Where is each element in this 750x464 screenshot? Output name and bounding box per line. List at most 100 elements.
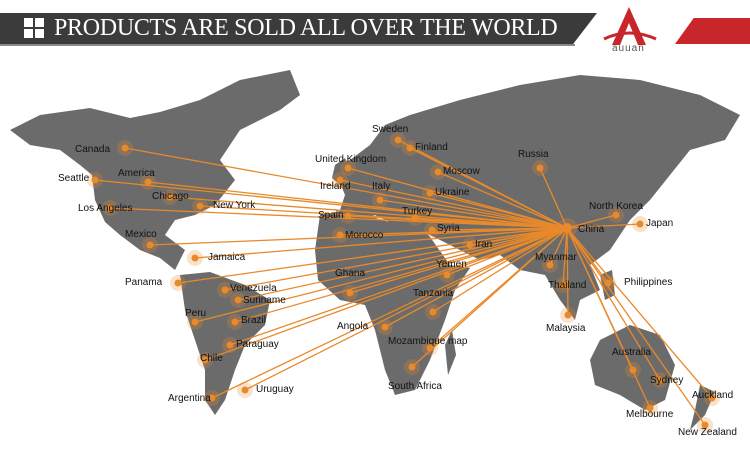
label-new-zealand: New Zealand bbox=[678, 427, 737, 438]
route-finland bbox=[409, 147, 568, 229]
route-panama bbox=[177, 227, 568, 284]
marker-moscow bbox=[434, 168, 442, 176]
route-chicago bbox=[169, 196, 568, 229]
route-moscow bbox=[437, 171, 568, 229]
route-canada bbox=[124, 147, 568, 229]
route-los-angeles bbox=[109, 207, 568, 229]
logo-text: auuan bbox=[612, 43, 645, 54]
marker-thailand bbox=[559, 281, 567, 289]
label-sweden: Sweden bbox=[372, 124, 409, 135]
location-markers bbox=[87, 132, 720, 433]
marker-north-korea bbox=[612, 211, 620, 219]
shipping-routes bbox=[94, 139, 713, 426]
label-auckland: Auckland bbox=[692, 390, 734, 401]
marker-seattle bbox=[91, 176, 99, 184]
route-tanzania bbox=[432, 227, 568, 313]
route-peru bbox=[194, 227, 568, 323]
label-peru: Peru bbox=[185, 308, 207, 319]
windows-grid-icon bbox=[24, 18, 44, 38]
marker-ireland bbox=[336, 176, 344, 184]
label-south-africa: South Africa bbox=[388, 381, 442, 392]
marker-russia bbox=[536, 164, 544, 172]
label-tanzania: Tanzania bbox=[413, 288, 454, 299]
marker-jamaica bbox=[191, 254, 199, 262]
marker-morocco bbox=[336, 231, 344, 239]
marker-mozambique-map bbox=[426, 344, 434, 352]
route-ukraine bbox=[429, 192, 568, 229]
route-italy bbox=[379, 199, 568, 229]
route-sydney bbox=[566, 227, 661, 381]
route-ireland bbox=[339, 179, 568, 229]
label-argentina: Argentina bbox=[168, 393, 211, 404]
marker-peru bbox=[191, 318, 199, 326]
marker-malaysia bbox=[564, 311, 572, 319]
marker-sweden bbox=[394, 136, 402, 144]
route-paraguay bbox=[229, 227, 568, 346]
route-angola bbox=[384, 227, 568, 328]
marker-los-angeles bbox=[106, 204, 114, 212]
marker-spain bbox=[344, 212, 352, 220]
marker-ghana bbox=[346, 289, 354, 297]
route-syria bbox=[431, 227, 568, 231]
label-mexico: Mexico bbox=[125, 229, 157, 240]
marker-chicago bbox=[166, 193, 174, 201]
label-moscow: Moscow bbox=[443, 166, 480, 177]
label-morocco: Morocco bbox=[345, 230, 384, 241]
route-yemen bbox=[446, 227, 568, 276]
label-america: America bbox=[118, 168, 155, 179]
label-china: China bbox=[578, 224, 605, 235]
label-panama: Panama bbox=[125, 277, 163, 288]
route-brazil bbox=[234, 227, 568, 323]
label-spain: Spain bbox=[318, 210, 344, 221]
label-ghana: Ghana bbox=[335, 268, 366, 279]
label-uruguay: Uruguay bbox=[256, 384, 294, 395]
label-yemen: Yemen bbox=[436, 259, 467, 270]
label-chicago: Chicago bbox=[152, 191, 189, 202]
marker-turkey bbox=[411, 214, 419, 222]
route-argentina bbox=[211, 227, 568, 399]
label-italy: Italy bbox=[372, 181, 391, 192]
label-north-korea: North Korea bbox=[589, 201, 643, 212]
marker-panama bbox=[174, 279, 182, 287]
marker-ukraine bbox=[426, 189, 434, 197]
label-turkey: Turkey bbox=[402, 206, 433, 217]
label-ukraine: Ukraine bbox=[435, 187, 470, 198]
marker-uruguay bbox=[241, 386, 249, 394]
marker-sydney bbox=[656, 376, 664, 384]
marker-china bbox=[562, 223, 572, 233]
marker-venezuela bbox=[221, 286, 229, 294]
label-sydney: Sydney bbox=[650, 375, 684, 386]
auuan-logo bbox=[603, 7, 657, 45]
label-mozambique-map: Mozambique map bbox=[388, 336, 468, 347]
marker-japan bbox=[636, 220, 644, 228]
label-iran: Iran bbox=[475, 239, 493, 250]
marker-argentina bbox=[208, 394, 216, 402]
marker-australia bbox=[629, 366, 637, 374]
label-venezuela: Venezuela bbox=[230, 283, 277, 294]
route-melbourne bbox=[566, 227, 651, 409]
route-south-africa bbox=[411, 227, 568, 368]
label-brazil: Brazil bbox=[241, 315, 267, 326]
marker-south-africa bbox=[408, 363, 416, 371]
label-suriname: Suriname bbox=[243, 295, 286, 306]
marker-yemen bbox=[443, 271, 451, 279]
route-japan bbox=[566, 223, 641, 229]
label-philippines: Philippines bbox=[624, 277, 673, 288]
route-united-kingdom bbox=[347, 167, 568, 229]
marker-finland bbox=[406, 144, 414, 152]
label-seattle: Seattle bbox=[58, 173, 90, 184]
label-malaysia: Malaysia bbox=[546, 323, 586, 334]
route-turkey bbox=[414, 217, 568, 229]
marker-united-kingdom bbox=[344, 164, 352, 172]
marker-iran bbox=[466, 241, 474, 249]
marker-paraguay bbox=[226, 341, 234, 349]
label-syria: Syria bbox=[437, 223, 460, 234]
marker-chile bbox=[201, 356, 209, 364]
route-mexico bbox=[149, 227, 568, 246]
route-thailand bbox=[562, 227, 568, 286]
route-myanmar bbox=[549, 227, 568, 266]
label-thailand: Thailand bbox=[548, 280, 587, 291]
route-uruguay bbox=[244, 227, 568, 391]
marker-america bbox=[144, 178, 152, 186]
